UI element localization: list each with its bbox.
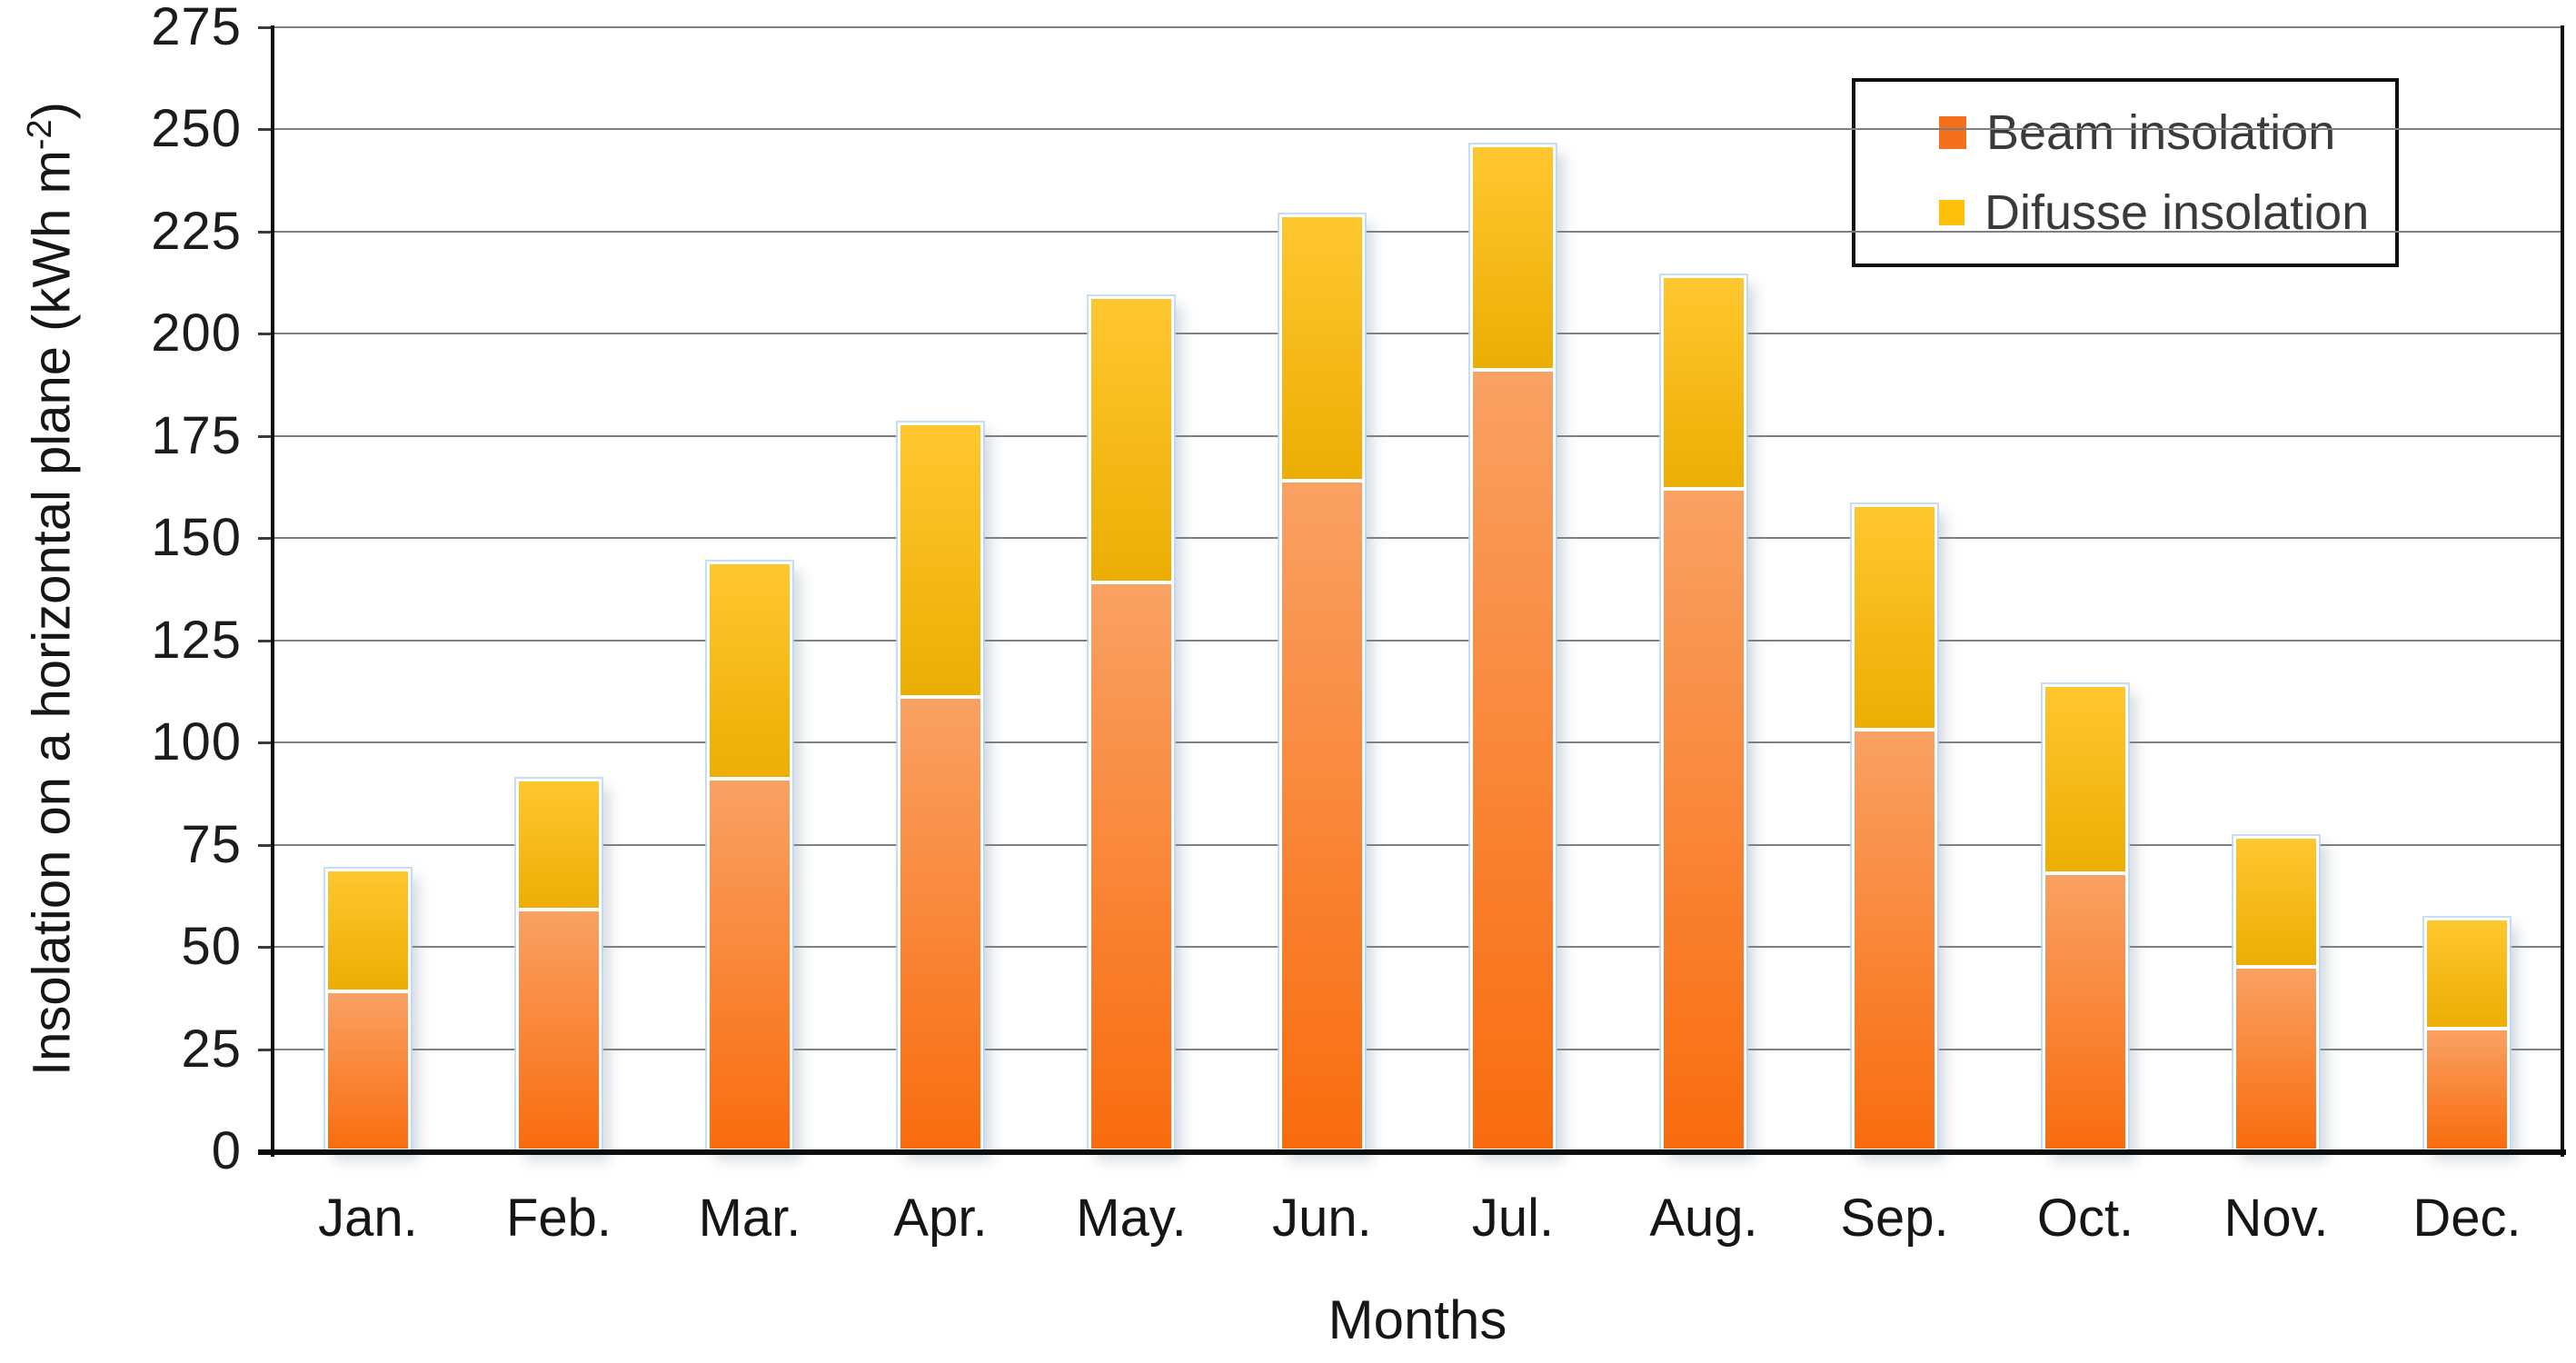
bar-beam-segment — [328, 993, 408, 1149]
y-tick-mark — [258, 128, 273, 132]
bar-dec — [2424, 917, 2510, 1151]
bar-diffuse-segment — [1091, 298, 1171, 585]
bar-beam-segment — [1473, 372, 1553, 1149]
bar-diffuse-segment — [1282, 216, 1362, 483]
gridline — [273, 843, 2562, 846]
y-tick-label: 125 — [151, 610, 242, 670]
gridline — [273, 333, 2562, 335]
y-tick-mark — [258, 1048, 273, 1051]
bar-aug — [1661, 275, 1746, 1151]
x-tick-label: Mar. — [698, 1189, 801, 1248]
y-tick-label: 100 — [151, 712, 242, 772]
bar-beam-segment — [2045, 874, 2125, 1149]
bar-oct — [2043, 684, 2128, 1151]
y-tick-label: 75 — [181, 814, 242, 874]
gridline — [273, 1048, 2562, 1050]
x-tick-label: May. — [1076, 1189, 1187, 1248]
y-tick-label: 150 — [151, 508, 242, 568]
bar-jun — [1279, 214, 1365, 1151]
y-tick-mark — [258, 843, 273, 847]
bar-beam-segment — [710, 781, 790, 1149]
y-axis-title-text: Insolation on a horizontal plane (kWh m — [22, 150, 82, 1076]
y-tick-mark — [258, 333, 273, 336]
bar-sep — [1852, 504, 1937, 1151]
y-axis-line — [271, 25, 274, 1157]
bar-diffuse-segment — [1855, 507, 1934, 732]
y-axis-title-superscript: -2 — [21, 119, 59, 151]
y-tick-label: 275 — [151, 0, 242, 56]
legend-item-beam: Beam insolation — [1939, 104, 2377, 161]
bar-beam-segment — [1282, 482, 1362, 1149]
x-tick-label: Nov. — [2223, 1189, 2329, 1248]
bar-diffuse-segment — [2427, 920, 2507, 1030]
gridline — [273, 230, 2562, 233]
y-tick-label: 225 — [151, 201, 242, 261]
beam-series-swatch-icon — [1939, 116, 1966, 149]
y-tick-mark — [258, 434, 273, 438]
x-tick-label: Feb. — [505, 1189, 612, 1248]
bar-beam-segment — [1664, 490, 1744, 1149]
bar-diffuse-segment — [519, 781, 599, 912]
y-tick-label: 250 — [151, 99, 242, 159]
y-tick-label: 50 — [181, 917, 242, 977]
bar-diffuse-segment — [900, 425, 980, 700]
bar-diffuse-segment — [2236, 838, 2316, 970]
bar-jul — [1470, 144, 1556, 1151]
bar-diffuse-segment — [1473, 147, 1553, 373]
y-tick-mark — [258, 26, 273, 29]
bar-diffuse-segment — [2045, 687, 2125, 875]
x-tick-label: Jun. — [1272, 1189, 1372, 1248]
x-tick-label: Jan. — [318, 1189, 418, 1248]
bar-beam-segment — [2427, 1030, 2507, 1149]
bar-mar — [707, 562, 792, 1151]
gridline — [273, 434, 2562, 437]
y-tick-label: 25 — [181, 1019, 242, 1079]
bar-beam-segment — [1855, 731, 1934, 1149]
gridline — [273, 537, 2562, 540]
gridline — [273, 128, 2562, 131]
bar-diffuse-segment — [710, 564, 790, 781]
y-tick-mark — [258, 537, 273, 541]
gridline — [273, 639, 2562, 642]
x-tick-label: Sep. — [1840, 1189, 1949, 1248]
bar-diffuse-segment — [328, 871, 408, 994]
bar-beam-segment — [519, 911, 599, 1149]
x-tick-label: Apr. — [893, 1189, 988, 1248]
y-tick-mark — [258, 639, 273, 642]
y-tick-label: 200 — [151, 303, 242, 363]
gridline — [273, 26, 2562, 28]
bar-jan — [325, 868, 411, 1151]
x-axis-line — [258, 1149, 2566, 1155]
diffuse-series-swatch-icon — [1939, 200, 1964, 225]
y-axis-title-close: ) — [22, 102, 82, 120]
gridline — [273, 946, 2562, 949]
y-tick-label: 175 — [151, 405, 242, 465]
y-tick-label: 0 — [211, 1121, 242, 1180]
x-tick-label: Aug. — [1649, 1189, 1758, 1248]
bar-diffuse-segment — [1664, 278, 1744, 491]
y-axis-title: Insolation on a horizontal plane (kWh m-… — [21, 25, 85, 1152]
x-tick-label: Jul. — [1471, 1189, 1555, 1248]
legend-label-beam: Beam insolation — [1986, 105, 2336, 160]
bar-apr — [898, 423, 983, 1151]
bar-feb — [516, 778, 602, 1151]
x-tick-label: Oct. — [2036, 1189, 2134, 1248]
legend: Beam insolation Difusse insolation — [1852, 78, 2399, 267]
bar-beam-segment — [900, 699, 980, 1149]
bar-may — [1089, 295, 1174, 1151]
x-tick-label: Dec. — [2412, 1189, 2521, 1248]
y-tick-mark — [258, 946, 273, 950]
bar-nov — [2233, 835, 2319, 1151]
gridline — [273, 741, 2562, 744]
bar-beam-segment — [1091, 584, 1171, 1149]
y-tick-mark — [258, 230, 273, 234]
y-tick-mark — [258, 741, 273, 745]
x-axis-title: Months — [1328, 1289, 1507, 1350]
plot-right-border — [2561, 25, 2564, 1157]
bar-beam-segment — [2236, 969, 2316, 1149]
